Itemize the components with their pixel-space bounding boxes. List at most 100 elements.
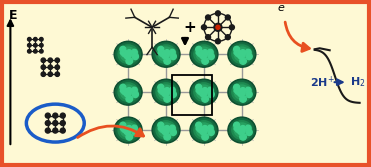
Circle shape [247, 51, 251, 55]
Circle shape [247, 89, 251, 93]
Ellipse shape [156, 121, 176, 139]
Circle shape [124, 129, 129, 135]
Circle shape [203, 88, 208, 93]
Circle shape [234, 84, 240, 90]
Circle shape [196, 127, 200, 130]
Circle shape [203, 50, 207, 55]
Circle shape [123, 89, 130, 96]
Ellipse shape [228, 79, 256, 105]
Circle shape [199, 127, 206, 134]
Circle shape [120, 127, 124, 130]
Circle shape [162, 89, 168, 94]
Circle shape [170, 53, 176, 60]
Circle shape [239, 129, 243, 133]
Ellipse shape [158, 85, 174, 99]
Circle shape [208, 91, 214, 98]
Circle shape [206, 15, 211, 20]
Circle shape [239, 127, 244, 132]
Circle shape [164, 96, 171, 102]
Circle shape [240, 134, 246, 140]
Circle shape [170, 125, 175, 131]
Circle shape [41, 58, 46, 62]
Ellipse shape [196, 85, 211, 99]
FancyArrowPatch shape [78, 126, 144, 137]
Circle shape [201, 51, 207, 56]
Circle shape [208, 53, 214, 60]
Circle shape [27, 49, 31, 53]
Circle shape [238, 54, 243, 59]
Circle shape [201, 53, 205, 57]
Circle shape [125, 53, 129, 57]
Ellipse shape [194, 83, 214, 102]
Circle shape [239, 127, 245, 134]
Circle shape [209, 89, 213, 93]
Circle shape [162, 51, 170, 58]
Circle shape [40, 43, 43, 47]
Circle shape [236, 91, 239, 94]
Circle shape [162, 51, 168, 56]
Circle shape [125, 127, 131, 134]
Circle shape [234, 51, 238, 55]
Circle shape [234, 127, 238, 130]
Ellipse shape [228, 117, 256, 143]
Circle shape [120, 89, 124, 93]
Circle shape [125, 51, 131, 56]
Circle shape [127, 126, 132, 131]
Ellipse shape [232, 121, 252, 139]
Circle shape [124, 92, 129, 97]
Circle shape [53, 121, 58, 126]
Circle shape [198, 129, 201, 132]
Circle shape [240, 58, 246, 64]
Circle shape [160, 91, 163, 94]
Ellipse shape [192, 119, 216, 141]
Circle shape [199, 89, 206, 96]
Circle shape [162, 129, 167, 135]
Circle shape [246, 87, 251, 93]
Circle shape [132, 125, 137, 131]
Circle shape [127, 88, 132, 93]
Circle shape [214, 23, 222, 31]
Circle shape [120, 122, 126, 128]
Circle shape [196, 46, 202, 52]
Circle shape [201, 89, 207, 94]
Circle shape [201, 127, 206, 132]
Circle shape [125, 89, 131, 94]
Circle shape [120, 46, 126, 52]
Circle shape [162, 89, 170, 96]
Circle shape [163, 53, 167, 57]
Circle shape [124, 54, 129, 59]
Circle shape [41, 65, 46, 69]
Ellipse shape [192, 43, 216, 66]
Ellipse shape [194, 121, 214, 139]
Ellipse shape [158, 47, 174, 61]
Ellipse shape [114, 79, 142, 105]
Circle shape [202, 96, 209, 102]
Circle shape [161, 126, 167, 132]
Circle shape [208, 87, 213, 93]
Circle shape [125, 91, 129, 95]
Ellipse shape [234, 85, 250, 99]
Circle shape [126, 134, 132, 140]
Circle shape [171, 89, 175, 93]
Ellipse shape [232, 83, 252, 102]
Circle shape [33, 43, 37, 47]
Circle shape [120, 84, 126, 90]
Circle shape [200, 54, 205, 59]
Circle shape [162, 127, 168, 132]
Ellipse shape [116, 43, 140, 66]
Circle shape [203, 130, 207, 133]
Circle shape [241, 126, 246, 131]
Circle shape [203, 92, 207, 95]
Circle shape [165, 130, 169, 133]
Ellipse shape [156, 83, 176, 102]
Circle shape [55, 72, 59, 76]
Circle shape [165, 126, 170, 131]
Circle shape [133, 89, 137, 93]
Circle shape [199, 51, 206, 58]
Circle shape [201, 51, 206, 56]
Circle shape [246, 91, 252, 98]
Circle shape [132, 53, 138, 60]
Circle shape [55, 65, 59, 69]
Circle shape [239, 89, 244, 94]
Circle shape [208, 125, 213, 131]
